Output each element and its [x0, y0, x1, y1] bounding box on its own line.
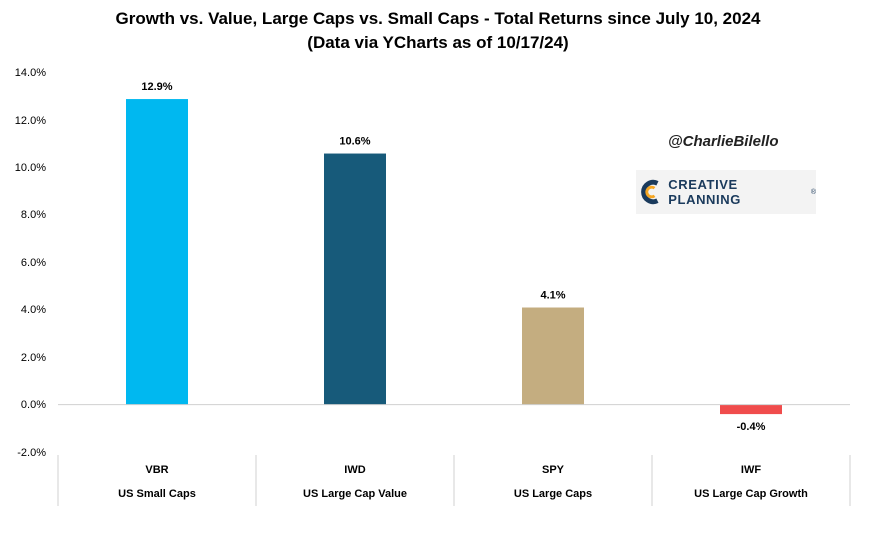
category-ticker-label: IWD — [344, 464, 366, 476]
creative-planning-logo-icon — [641, 179, 659, 205]
data-label: 4.1% — [540, 290, 565, 302]
logo-trademark: ® — [810, 188, 816, 196]
y-tick-label: 0.0% — [20, 399, 46, 411]
y-tick-label: 4.0% — [20, 304, 46, 316]
y-tick-label: -2.0% — [17, 447, 46, 459]
y-tick-label: 12.0% — [14, 115, 46, 127]
author-handle: @CharlieBilello — [668, 133, 779, 150]
y-tick-label: 2.0% — [20, 352, 46, 364]
bar-iwd — [324, 153, 386, 405]
chart-subtitle: (Data via YCharts as of 10/17/24) — [307, 33, 569, 52]
bar-vbr — [126, 99, 188, 405]
category-ticker-label: SPY — [541, 464, 564, 476]
bar-iwf — [720, 404, 782, 415]
y-tick-label: 8.0% — [20, 209, 46, 221]
category-description-label: US Small Caps — [118, 488, 196, 500]
y-tick-label: 14.0% — [14, 67, 46, 79]
y-tick-label: 10.0% — [14, 162, 46, 174]
data-label: -0.4% — [737, 421, 766, 433]
creative-planning-logo: CREATIVE PLANNING ® — [636, 170, 816, 214]
data-label: 12.9% — [141, 81, 172, 93]
bar-spy — [522, 307, 584, 405]
category-description-label: US Large Caps — [513, 488, 593, 500]
category-ticker-label: VBR — [145, 464, 169, 476]
category-ticker-label: IWF — [740, 464, 762, 476]
category-description-label: US Large Cap Growth — [694, 488, 808, 500]
data-label: 10.6% — [339, 136, 370, 148]
y-tick-label: 6.0% — [20, 257, 46, 269]
logo-text: CREATIVE PLANNING — [668, 177, 741, 207]
category-description-label: US Large Cap Value — [303, 488, 407, 500]
chart-title: Growth vs. Value, Large Caps vs. Small C… — [115, 9, 761, 28]
